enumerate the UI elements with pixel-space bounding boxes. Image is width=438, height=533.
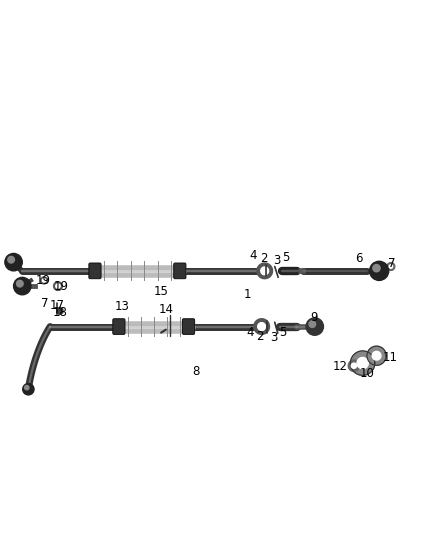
Circle shape — [14, 277, 31, 295]
Polygon shape — [56, 284, 60, 288]
Text: 13: 13 — [115, 300, 130, 313]
Text: 18: 18 — [52, 306, 67, 319]
Circle shape — [5, 254, 22, 271]
FancyBboxPatch shape — [89, 263, 101, 279]
FancyBboxPatch shape — [183, 319, 194, 334]
Text: 19: 19 — [36, 274, 51, 287]
Circle shape — [23, 384, 34, 395]
Text: 6: 6 — [355, 252, 363, 265]
Polygon shape — [367, 346, 386, 365]
Polygon shape — [261, 267, 268, 275]
Text: 14: 14 — [159, 303, 173, 316]
Polygon shape — [389, 265, 392, 268]
Polygon shape — [357, 358, 368, 369]
Text: 7: 7 — [41, 297, 49, 310]
Text: 2: 2 — [257, 329, 264, 343]
Polygon shape — [258, 322, 265, 330]
Text: 15: 15 — [154, 285, 169, 298]
Text: 19: 19 — [54, 280, 69, 294]
Text: 11: 11 — [382, 351, 398, 365]
FancyBboxPatch shape — [113, 319, 125, 334]
Polygon shape — [57, 307, 63, 315]
Circle shape — [309, 321, 316, 327]
Text: 8: 8 — [193, 365, 200, 378]
Polygon shape — [387, 263, 395, 270]
Circle shape — [8, 256, 14, 263]
Polygon shape — [348, 360, 360, 372]
Text: 5: 5 — [279, 326, 286, 339]
Text: 3: 3 — [270, 332, 277, 344]
Circle shape — [370, 261, 389, 280]
Text: 7: 7 — [389, 257, 396, 270]
FancyBboxPatch shape — [174, 263, 186, 279]
Polygon shape — [41, 277, 47, 284]
Polygon shape — [53, 282, 62, 290]
Circle shape — [17, 280, 23, 287]
Text: 3: 3 — [273, 254, 280, 268]
Polygon shape — [254, 319, 269, 334]
Circle shape — [373, 264, 380, 272]
Polygon shape — [351, 363, 357, 368]
Text: 5: 5 — [283, 251, 290, 264]
Polygon shape — [372, 351, 381, 360]
Polygon shape — [257, 263, 272, 279]
Circle shape — [25, 385, 29, 390]
Text: 4: 4 — [249, 249, 257, 262]
Circle shape — [306, 318, 323, 335]
Polygon shape — [42, 279, 46, 282]
Text: 9: 9 — [310, 311, 318, 325]
Text: 2: 2 — [260, 252, 267, 265]
Polygon shape — [350, 351, 375, 375]
Text: 1: 1 — [244, 288, 251, 301]
Text: 12: 12 — [333, 360, 348, 373]
Text: 10: 10 — [360, 367, 374, 380]
Text: 17: 17 — [49, 298, 64, 312]
Text: 4: 4 — [247, 326, 254, 339]
